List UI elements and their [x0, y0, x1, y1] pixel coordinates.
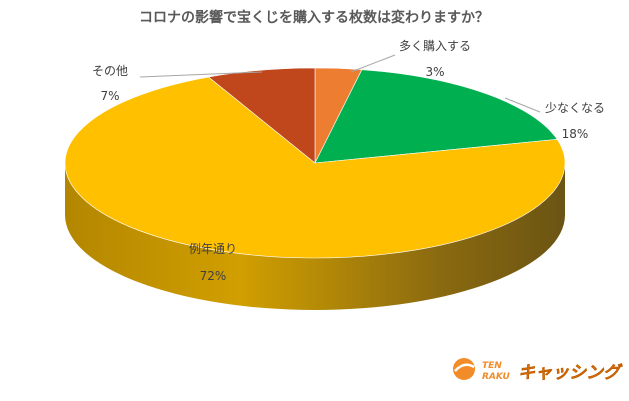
pie-slice-2: [64, 76, 566, 259]
slice-value-0: 3%: [425, 65, 444, 79]
leader-line-1: [504, 97, 541, 113]
slice-value-2: 72%: [200, 269, 227, 283]
leader-line-3: [139, 71, 263, 78]
pie-side-2: [65, 163, 565, 310]
logo-swoosh-icon: [454, 363, 475, 372]
logo-line1: TEN: [482, 361, 502, 371]
logo-brand: キャッシング: [518, 363, 623, 383]
pie-slices: [64, 67, 566, 259]
pie-side-walls: [65, 163, 565, 310]
pie-labels: 多く購入する 3% 少なくなる 18% 例年通り 72% その他 7%: [92, 39, 605, 283]
chart-title: コロナの影響で宝くじを購入する枚数は変わりますか？: [139, 9, 489, 26]
leader-line-0: [350, 54, 396, 73]
pie-slice-1: [314, 69, 558, 164]
slice-value-1: 18%: [562, 127, 589, 141]
brand-logo: TEN RAKU キャッシング: [453, 358, 623, 383]
leader-lines: [139, 54, 541, 113]
slice-label-3: その他: [92, 64, 128, 78]
slice-label-2: 例年通り: [189, 242, 237, 256]
logo-line2: RAKU: [482, 372, 511, 382]
logo-circle-icon: [453, 358, 475, 380]
slice-label-1: 少なくなる: [545, 101, 605, 115]
slice-value-3: 7%: [100, 89, 119, 103]
pie-slice-3: [207, 67, 316, 164]
slice-label-0: 多く購入する: [399, 39, 471, 53]
